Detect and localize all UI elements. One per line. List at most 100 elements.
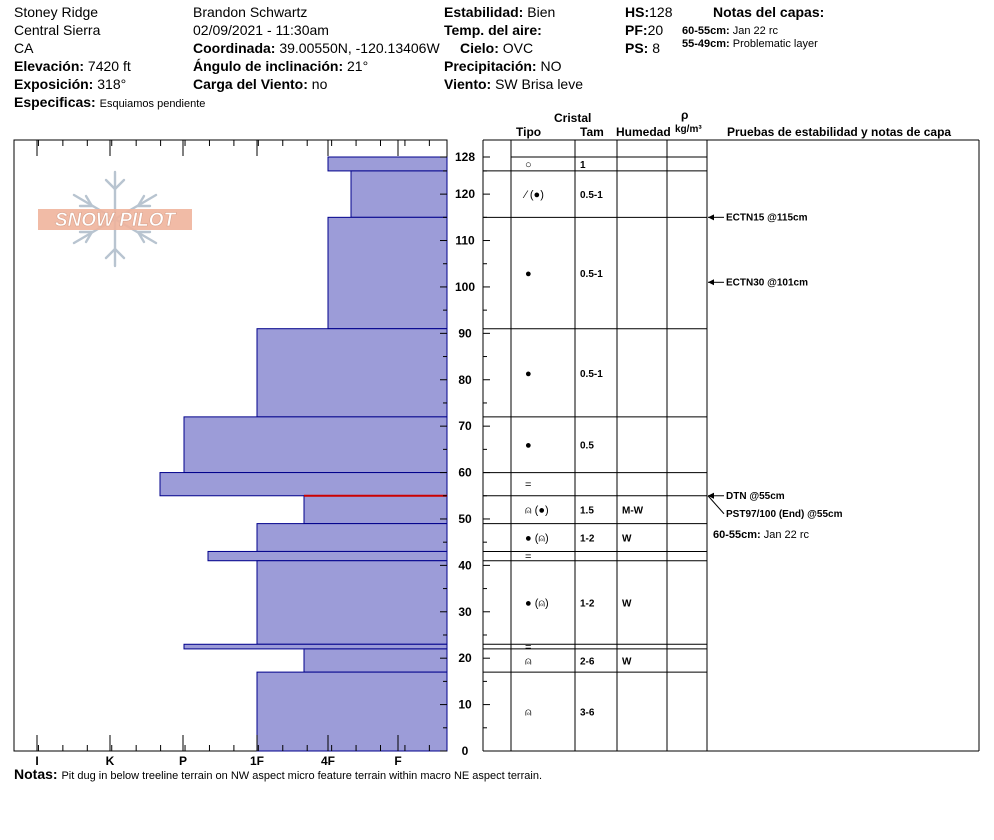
density-unit-header: kg/m³: [675, 124, 702, 135]
crystal-size: 3-6: [580, 708, 595, 719]
stability-label: Estabilidad:: [444, 4, 524, 20]
crystal-size: 2-6: [580, 657, 595, 668]
test-label: PST97/100 (End) @55cm: [726, 509, 843, 520]
test-label: ECTN30 @101cm: [726, 277, 808, 288]
depth-axis: 0 10 20 30 40 50 60 70 80 90 100 110 120 128: [440, 150, 490, 758]
sky: Cielo: OVC: [460, 40, 533, 57]
crystal-size: 0.5-1: [580, 369, 603, 380]
hardness-tick-label: F: [394, 754, 401, 768]
depth-tick-label: 10: [458, 698, 472, 712]
hardness-bar: [327, 216, 448, 330]
hardness-bar: [303, 648, 448, 673]
footer-notes: Notas: Pit dug in below treeline terrain…: [14, 766, 542, 783]
slope-label: Ángulo de inclinación:: [193, 58, 344, 74]
wind-value: SW Brisa leve: [495, 76, 584, 92]
crystal-size: 1-2: [580, 599, 595, 610]
test-arrowhead: [708, 492, 714, 499]
stability: Estabilidad: Bien: [444, 4, 555, 21]
crystal-type: ⍝ (●): [525, 505, 549, 517]
hardness-axis: I K P 1F 4F F: [13, 140, 430, 768]
hs: HS:128: [625, 4, 672, 21]
ps: PS: 8: [625, 40, 660, 57]
hardness-bar: [256, 671, 448, 752]
hs-label: HS:: [625, 4, 650, 20]
coord-value: 39.00550N, -120.13406W: [279, 40, 440, 56]
hardness-bar: [256, 523, 448, 552]
crystal-header: Cristal: [554, 111, 592, 125]
hardness-tick-label: 1F: [250, 754, 264, 768]
layer-note-1-range: 60-55cm:: [682, 25, 730, 37]
ps-value: 8: [652, 40, 661, 56]
notes-label: Notas:: [14, 766, 58, 782]
hardness-bar: [159, 472, 448, 497]
layer-note-2-text: Problematic layer: [732, 38, 818, 50]
wind-load: Carga del Viento: no: [193, 76, 327, 93]
elevation-label: Elevación:: [14, 58, 85, 74]
depth-tick-label: 80: [458, 373, 472, 387]
crystal-type: ⁄ (●): [522, 189, 544, 201]
stability-tests: ECTN15 @115cm ECTN30 @101cm DTN @55cm PST97…: [707, 212, 843, 520]
layer-note-2-range: 55-49cm:: [682, 38, 730, 50]
crystal-size: 1.5: [580, 506, 594, 517]
depth-tick-label: 50: [458, 512, 472, 526]
notes-text: Pit dug in below treeline terrain on NW …: [61, 770, 542, 782]
layer-note-1: 60-55cm: Jan 22 rc: [682, 25, 778, 38]
crystal-type: ⍝: [525, 656, 532, 668]
moisture: W: [622, 599, 632, 610]
layer-note-1-text: Jan 22 rc: [732, 25, 779, 37]
state: CA: [14, 40, 34, 56]
precip-label: Precipitación:: [444, 58, 537, 74]
type-header: Tipo: [516, 125, 542, 139]
crystal-type: =: [525, 642, 531, 654]
layer-table: [482, 139, 980, 752]
snow-pilot-logo: SNOW PILOT: [38, 170, 192, 268]
logo-text: SNOW PILOT: [55, 210, 177, 231]
crystal-type: =: [525, 551, 531, 563]
depth-tick-label: 0: [462, 744, 469, 758]
slope-value: 21°: [347, 58, 369, 74]
specifics-value: Esquiamos pendiente: [99, 98, 206, 110]
hardness-bar: [183, 416, 448, 474]
right-note-text: Jan 22 rc: [763, 529, 810, 541]
elevation: Elevación: 7420 ft: [14, 58, 131, 75]
location: Stoney Ridge: [14, 4, 99, 20]
crystal-size: 0.5: [580, 441, 594, 452]
crystal-type: ●: [525, 440, 532, 452]
datetime: 02/09/2021 - 11:30am: [193, 22, 329, 38]
crystal-type: ●: [525, 368, 532, 380]
depth-tick-label: 128: [455, 150, 475, 164]
specifics-label: Especificas:: [14, 94, 96, 110]
depth-tick-label: 110: [455, 234, 475, 248]
precip-value: NO: [540, 58, 562, 74]
wind-label: Viento:: [444, 76, 492, 92]
aspect: Exposición: 318°: [14, 76, 126, 93]
hardness-bar: [303, 495, 448, 525]
crystal-type: ○: [525, 159, 532, 171]
crystal-type: ● (⍝): [525, 598, 549, 610]
test-label: ECTN15 @115cm: [726, 212, 808, 223]
stability-value: Bien: [527, 4, 556, 20]
hardness-bar: [256, 560, 448, 645]
hardness-bar: [207, 550, 448, 562]
hardness-tick-label: K: [106, 754, 115, 768]
moisture: W: [622, 657, 632, 668]
right-note-range: 60-55cm:: [713, 529, 761, 541]
depth-tick-label: 120: [455, 187, 475, 201]
depth-tick-label: 70: [458, 419, 472, 433]
moisture-header: Humedad: [616, 125, 671, 139]
pf-value: 20: [647, 22, 664, 38]
depth-tick-label: 60: [458, 466, 472, 480]
test-arrowhead: [708, 279, 714, 286]
hardness-tick-label: I: [35, 754, 38, 768]
hardness-bar: [327, 156, 448, 172]
moisture: M-W: [622, 506, 644, 517]
observer: Brandon Schwartz: [193, 4, 308, 20]
pf-label: PF:: [625, 22, 648, 38]
aspect-label: Exposición:: [14, 76, 94, 92]
depth-tick-label: 100: [455, 280, 475, 294]
hardness-bar: [350, 170, 448, 218]
wind-load-label: Carga del Viento:: [193, 76, 308, 92]
hardness-tick-label: P: [179, 754, 187, 768]
layer-note-2: 55-49cm: Problematic layer: [682, 38, 818, 51]
